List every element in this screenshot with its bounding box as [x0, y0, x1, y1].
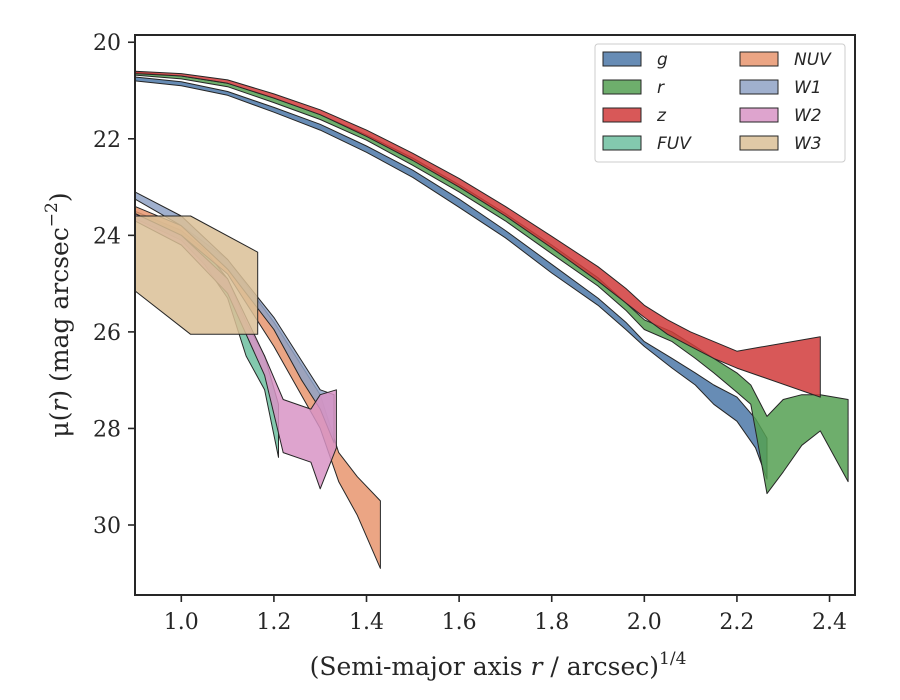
x-tick-label: 1.8 — [534, 610, 569, 635]
band-w3 — [134, 215, 259, 335]
legend-swatch-w2 — [739, 107, 779, 123]
legend-label-w3: W3 — [794, 134, 822, 154]
legend-label-w1: W1 — [794, 78, 822, 98]
x-tick-label: 1.4 — [349, 610, 384, 635]
legend-swatch-g — [602, 51, 642, 67]
legend-swatch-nuv — [739, 51, 779, 67]
legend: grz FUV NUV W1 W2 W3 — [594, 43, 846, 163]
legend-label-w2: W2 — [794, 106, 822, 126]
legend-swatch-fuv — [602, 135, 642, 151]
x-tick-label: 1.6 — [442, 610, 477, 635]
plot-frame — [134, 34, 856, 596]
y-tick-label: 22 — [93, 128, 121, 153]
legend-swatch-w1 — [739, 79, 779, 95]
x-tick-label: 1.2 — [256, 610, 291, 635]
legend-label-fuv: FUV — [657, 134, 692, 154]
y-tick-label: 20 — [93, 31, 121, 56]
x-tick-label: 2.2 — [719, 610, 754, 635]
axis-ticks: 1.0 1.2 1.4 1.6 1.8 2.0 2.2 2.4 20 22 24 26 28 30 — [93, 31, 847, 635]
x-tick-label: 2.4 — [812, 610, 847, 635]
band-z — [134, 70, 821, 398]
y-tick-label: 30 — [93, 514, 121, 539]
legend-label-z: z — [656, 106, 667, 126]
legend-frame — [594, 43, 846, 163]
x-axis-label: (Semi-major axis r / arcsec)1/4 — [310, 649, 687, 681]
legend-swatch-r — [602, 79, 642, 95]
x-tick-label: 2.0 — [627, 610, 662, 635]
legend-label-r: r — [657, 78, 665, 98]
legend-swatch-w3 — [739, 135, 779, 151]
legend-swatch-z — [602, 107, 642, 123]
y-tick-label: 24 — [93, 224, 121, 249]
legend-label-nuv: NUV — [794, 50, 832, 70]
y-tick-label: 28 — [93, 417, 121, 442]
x-tick-label: 1.0 — [164, 610, 199, 635]
legend-label-g: g — [657, 50, 668, 70]
legend-items: grz FUV NUV W1 W2 W3 — [602, 50, 832, 154]
y-tick-label: 26 — [93, 321, 121, 346]
y-axis-label: μ(r) (mag arcsec−2) — [42, 192, 74, 437]
